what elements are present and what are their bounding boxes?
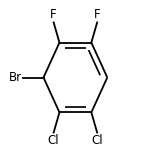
- Text: Cl: Cl: [48, 134, 59, 147]
- Text: Br: Br: [9, 71, 22, 84]
- Text: Cl: Cl: [91, 134, 103, 147]
- Text: F: F: [94, 8, 100, 21]
- Text: F: F: [50, 8, 57, 21]
